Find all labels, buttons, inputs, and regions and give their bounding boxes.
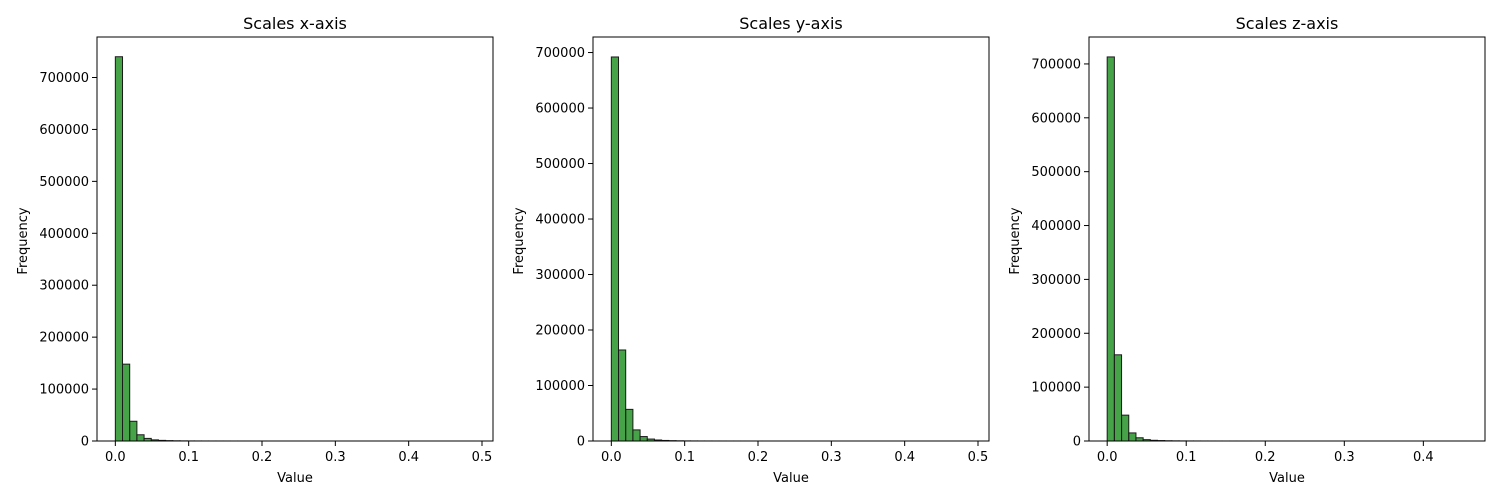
x-tick-label: 0.1 [674,450,695,465]
y-tick-label: 200000 [39,331,89,346]
x-axis-label: Value [1269,471,1305,486]
histogram-bar [136,434,145,442]
y-tick-label: 400000 [39,227,89,242]
x-tick-label: 0.0 [1097,450,1118,465]
x-tick-label: 0.1 [1176,450,1197,465]
y-tick-label: 200000 [535,324,585,339]
histogram-bar [632,429,641,442]
histogram-bar [114,56,124,442]
x-tick-label: 0.2 [252,450,273,465]
x-tick-label: 0.3 [821,450,842,465]
x-tick-label: 0.4 [1413,450,1434,465]
y-tick-label: 100000 [1031,381,1081,396]
histogram-panel-y: Scales y-axis 0.0 0.1 0.2 0.3 0.4 0.5 0 100000… [512,14,990,486]
histogram-bar [610,56,620,442]
y-tick-label: 500000 [535,157,585,172]
y-tick-label: 0 [577,435,585,450]
plot-frame [1088,36,1486,442]
x-tick-label: 0.3 [325,450,346,465]
x-tick-label: 0.0 [601,450,622,465]
chart-title: Scales z-axis [1236,14,1339,33]
histogram-bar [625,408,634,442]
y-tick-label: 600000 [39,123,89,138]
x-axis-ticks: 0.0 0.1 0.2 0.3 0.4 [1097,441,1434,465]
x-tick-label: 0.2 [748,450,769,465]
x-axis-label: Value [277,471,313,486]
y-tick-label: 0 [1073,435,1081,450]
histogram-bar [122,363,131,442]
x-tick-label: 0.4 [894,450,915,465]
histogram-bar [618,349,627,442]
x-axis-label: Value [773,471,809,486]
y-tick-label: 300000 [535,268,585,283]
histogram-bar [1113,354,1123,442]
y-tick-label: 100000 [535,379,585,394]
x-axis-ticks: 0.0 0.1 0.2 0.3 0.4 0.5 [105,441,492,465]
y-tick-label: 400000 [535,213,585,228]
x-tick-label: 0.5 [472,450,493,465]
histogram-bar [1121,414,1130,442]
y-axis-ticks: 0 100000 200000 300000 400000 500000 600000 700… [535,46,593,450]
plot-frame [96,36,494,442]
y-tick-label: 200000 [1031,327,1081,342]
histogram-bar [639,436,648,442]
x-tick-label: 0.0 [105,450,126,465]
y-tick-label: 700000 [1031,57,1081,72]
x-tick-label: 0.1 [178,450,199,465]
y-axis-ticks: 0 100000 200000 300000 400000 500000 600000 700… [39,71,97,450]
y-tick-label: 100000 [39,383,89,398]
y-tick-label: 400000 [1031,219,1081,234]
chart-title: Scales y-axis [739,14,842,33]
chart-title: Scales x-axis [243,14,347,33]
x-tick-label: 0.5 [968,450,989,465]
x-tick-label: 0.3 [1334,450,1355,465]
y-tick-label: 600000 [1031,111,1081,126]
y-axis-label: Frequency [512,207,527,274]
x-axis-ticks: 0.0 0.1 0.2 0.3 0.4 0.5 [601,441,988,465]
x-tick-label: 0.2 [1255,450,1276,465]
y-tick-label: 700000 [39,71,89,86]
y-axis-label: Frequency [16,207,31,274]
x-tick-label: 0.4 [398,450,419,465]
y-tick-label: 700000 [535,46,585,61]
y-tick-label: 600000 [535,102,585,117]
y-tick-label: 500000 [39,175,89,190]
histogram-bar [1128,432,1137,442]
y-axis-label: Frequency [1008,207,1023,274]
y-tick-label: 500000 [1031,165,1081,180]
y-axis-ticks: 0 100000 200000 300000 400000 500000 600000 700… [1031,57,1089,450]
y-tick-label: 300000 [39,279,89,294]
histogram-panel-x: Scales x-axis 0.0 0.1 0.2 0.3 0.4 0.5 0 100000… [16,14,494,486]
y-tick-label: 300000 [1031,273,1081,288]
histogram-bar [1106,56,1115,442]
histogram-panel-z: Scales z-axis 0.0 0.1 0.2 0.3 0.4 0 100000 200… [1008,14,1486,486]
plot-frame [592,36,990,442]
histogram-bar [129,420,138,442]
y-tick-label: 0 [81,435,89,450]
